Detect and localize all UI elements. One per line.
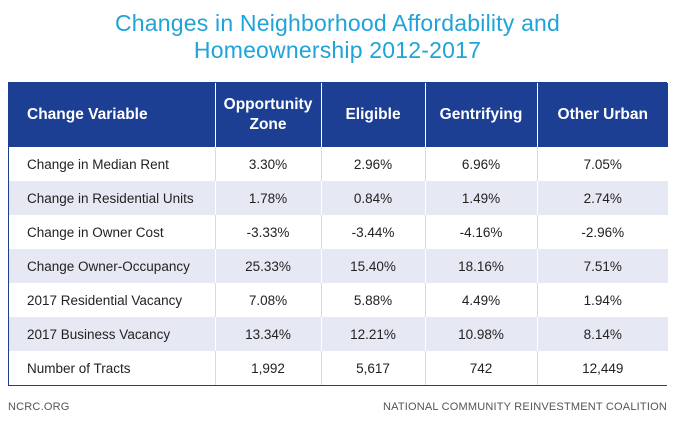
row-label: Change in Owner Cost — [9, 215, 216, 249]
table-cell: 742 — [425, 351, 538, 385]
row-label: Number of Tracts — [9, 351, 216, 385]
data-table: Change Variable Opportunity Zone Eligibl… — [8, 82, 668, 386]
column-header: Other Urban — [537, 83, 668, 147]
table-cell: 12.21% — [321, 317, 426, 351]
table-cell: 12,449 — [537, 351, 668, 385]
column-header: Change Variable — [9, 83, 216, 147]
title-line-1: Changes in Neighborhood Affordability an… — [114, 10, 561, 36]
table-cell: 18.16% — [425, 249, 538, 283]
page-title: Changes in Neighborhood Affordability an… — [0, 10, 675, 64]
table-cell: 25.33% — [215, 249, 322, 283]
column-header: Gentrifying — [425, 83, 538, 147]
table-cell: -3.44% — [321, 215, 426, 249]
table-cell: 7.51% — [537, 249, 668, 283]
table-cell: 5.88% — [321, 283, 426, 317]
footer-source: NCRC.ORG — [8, 401, 70, 413]
table-cell: 8.14% — [537, 317, 668, 351]
table-cell: 4.49% — [425, 283, 538, 317]
table-cell: -3.33% — [215, 215, 322, 249]
row-label: Change Owner-Occupancy — [9, 249, 216, 283]
table-cell: 1.94% — [537, 283, 668, 317]
row-label: Change in Residential Units — [9, 181, 216, 215]
table-row: 2017 Business Vacancy 13.34% 12.21% 10.9… — [9, 317, 668, 351]
table-cell: -4.16% — [425, 215, 538, 249]
title-line-2: Homeownership 2012-2017 — [193, 37, 482, 63]
table-cell: 13.34% — [215, 317, 322, 351]
column-header: Opportunity Zone — [215, 83, 322, 147]
table-cell: 1.78% — [215, 181, 322, 215]
row-label: 2017 Residential Vacancy — [9, 283, 216, 317]
table-cell: 1,992 — [215, 351, 322, 385]
table-row: Change in Residential Units 1.78% 0.84% … — [9, 181, 668, 215]
table-cell: 3.30% — [215, 147, 322, 181]
table-cell: 0.84% — [321, 181, 426, 215]
table-cell: 5,617 — [321, 351, 426, 385]
table-cell: 6.96% — [425, 147, 538, 181]
row-label: 2017 Business Vacancy — [9, 317, 216, 351]
table-cell: 10.98% — [425, 317, 538, 351]
table-cell: 2.96% — [321, 147, 426, 181]
table-row: Change in Owner Cost -3.33% -3.44% -4.16… — [9, 215, 668, 249]
table-cell: 1.49% — [425, 181, 538, 215]
table-row: 2017 Residential Vacancy 7.08% 5.88% 4.4… — [9, 283, 668, 317]
column-header: Eligible — [321, 83, 426, 147]
table-cell: 7.08% — [215, 283, 322, 317]
table-cell: 15.40% — [321, 249, 426, 283]
table-row: Change Owner-Occupancy 25.33% 15.40% 18.… — [9, 249, 668, 283]
table-row: Number of Tracts 1,992 5,617 742 12,449 — [9, 351, 668, 385]
table-cell: -2.96% — [537, 215, 668, 249]
table-cell: 7.05% — [537, 147, 668, 181]
footer-organization: NATIONAL COMMUNITY REINVESTMENT COALITIO… — [382, 401, 667, 413]
row-label: Change in Median Rent — [9, 147, 216, 181]
table-row: Change in Median Rent 3.30% 2.96% 6.96% … — [9, 147, 668, 181]
table-cell: 2.74% — [537, 181, 668, 215]
table-header-row: Change Variable Opportunity Zone Eligibl… — [9, 83, 668, 147]
